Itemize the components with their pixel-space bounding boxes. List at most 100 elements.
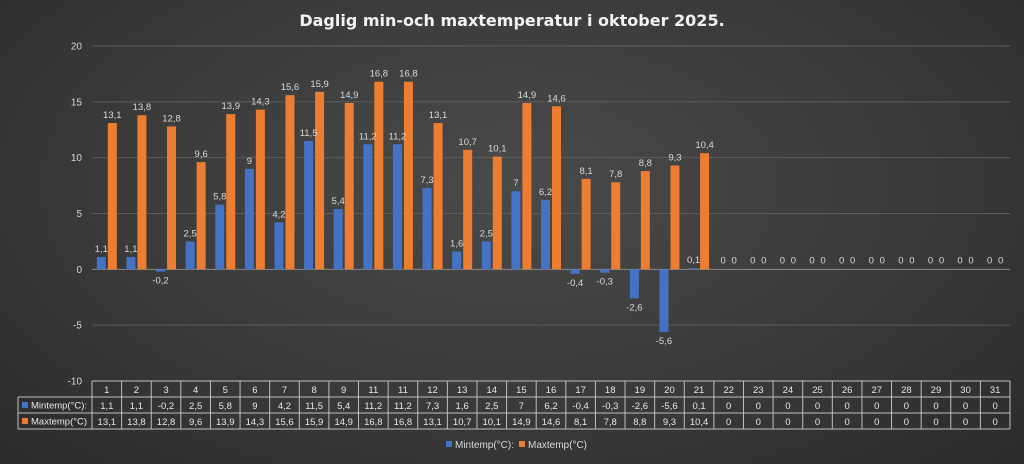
y-tick-label: 0 xyxy=(76,265,82,276)
min-temp-data-label: -0,4 xyxy=(567,278,583,289)
table-cell: 0 xyxy=(904,417,909,428)
max-temp-data-label: 16,8 xyxy=(370,69,389,80)
x-category-label: 4 xyxy=(193,385,198,396)
min-temp-bar xyxy=(511,191,521,270)
min-temp-bar xyxy=(541,200,550,270)
table-cell: 13,1 xyxy=(98,417,117,428)
min-temp-bar xyxy=(244,168,254,270)
x-category-label: 24 xyxy=(783,385,794,396)
x-category-label: 20 xyxy=(664,385,675,396)
min-temp-bar xyxy=(659,269,669,332)
min-temp-bar xyxy=(392,144,402,270)
table-cell: 14,3 xyxy=(246,417,265,428)
min-temp-bar xyxy=(363,144,373,270)
min-temp-data-label: 6,2 xyxy=(539,187,552,198)
table-cell: -0,2 xyxy=(158,401,174,412)
table-cell: 8,1 xyxy=(574,417,587,428)
table-row-header: Maxtemp(°C) xyxy=(31,417,87,428)
table-cell: -2,6 xyxy=(632,401,648,412)
max-temp-data-label: 0 xyxy=(850,255,855,266)
table-cell: 15,9 xyxy=(305,417,324,428)
min-temp-data-label: 0 xyxy=(928,255,933,266)
table-cell: 13,1 xyxy=(423,417,442,428)
x-category-label: 21 xyxy=(694,385,705,396)
chart-title: Daglig min-och maxtemperatur i oktober 2… xyxy=(299,11,724,30)
table-row-header: Mintemp(°C): xyxy=(31,401,87,412)
table-cell: 0 xyxy=(785,417,790,428)
table-cell: 0 xyxy=(904,401,909,412)
min-temp-data-label: 0,1 xyxy=(687,255,700,266)
table-cell: 7,8 xyxy=(604,417,617,428)
min-temp-bar xyxy=(96,257,106,270)
table-cell: 0 xyxy=(726,417,731,428)
min-temp-bar xyxy=(156,269,166,272)
min-temp-data-label: 11,5 xyxy=(300,128,318,139)
table-cell: 13,8 xyxy=(127,417,146,428)
x-category-label: 9 xyxy=(341,385,346,396)
y-tick-label: -5 xyxy=(73,321,82,332)
x-category-label: 16 xyxy=(546,385,557,396)
min-temp-bar xyxy=(600,269,610,273)
max-temp-data-label: 13,9 xyxy=(222,101,241,112)
table-cell: -0,3 xyxy=(602,401,618,412)
table-cell: 10,7 xyxy=(453,417,472,428)
y-tick-label: 5 xyxy=(76,209,82,220)
min-temp-data-label: 11,2 xyxy=(389,131,407,142)
max-temp-bar xyxy=(344,102,354,270)
x-category-label: 31 xyxy=(990,385,1001,396)
min-temp-data-label: 1,1 xyxy=(95,244,108,255)
x-category-label: 23 xyxy=(753,385,764,396)
table-cell: 0 xyxy=(844,401,849,412)
max-temp-data-label: 0 xyxy=(820,255,825,266)
max-temp-bar xyxy=(226,114,236,270)
min-temp-data-label: -2,6 xyxy=(626,302,642,313)
max-temp-bar xyxy=(552,106,561,270)
table-legend-key xyxy=(22,402,28,408)
max-temp-bar xyxy=(167,126,177,270)
max-temp-data-label: 10,4 xyxy=(695,140,714,151)
table-cell: 0 xyxy=(993,401,998,412)
max-temp-data-label: 0 xyxy=(909,255,914,266)
max-temp-bar xyxy=(374,81,384,270)
table-cell: 16,8 xyxy=(364,417,383,428)
max-temp-data-label: 10,1 xyxy=(488,144,507,155)
table-cell: 11,2 xyxy=(364,401,382,412)
table-cell: 5,4 xyxy=(337,401,350,412)
table-cell: 10,1 xyxy=(483,417,502,428)
max-temp-data-label: 15,6 xyxy=(281,82,300,93)
max-temp-data-label: 14,6 xyxy=(547,93,566,104)
table-cell: 0 xyxy=(933,401,938,412)
x-category-label: 8 xyxy=(311,385,316,396)
max-temp-bar xyxy=(670,165,680,270)
min-temp-data-label: 7,3 xyxy=(420,175,433,186)
table-cell: 0 xyxy=(815,401,820,412)
table-cell: 9,6 xyxy=(189,417,202,428)
table-cell: 7,3 xyxy=(426,401,439,412)
max-temp-data-label: 7,8 xyxy=(609,169,622,180)
table-cell: 9 xyxy=(252,401,257,412)
min-temp-data-label: 0 xyxy=(839,255,844,266)
data-table: 1 2 3 4 5 6 7 8 9 11 11 12 13 14 15 16 17 18 19 20 21 22 23 24 2… xyxy=(17,380,1011,430)
max-temp-data-label: 12,8 xyxy=(162,113,181,124)
table-cell: 0 xyxy=(785,401,790,412)
min-temp-bar xyxy=(422,187,432,270)
max-temp-bar xyxy=(433,123,443,270)
table-cell: 2,5 xyxy=(485,401,498,412)
min-temp-data-label: 5,8 xyxy=(213,192,226,203)
legend-swatch xyxy=(519,441,525,447)
x-category-label: 27 xyxy=(871,385,882,396)
table-cell: 0 xyxy=(874,417,879,428)
table-cell: 0 xyxy=(726,401,731,412)
min-temp-bar xyxy=(126,257,136,270)
table-cell: 8,8 xyxy=(633,417,646,428)
x-category-label: 22 xyxy=(723,385,734,396)
table-cell: 9,3 xyxy=(663,417,676,428)
table-cell: 12,8 xyxy=(157,417,176,428)
min-temp-data-label: 9 xyxy=(247,156,252,167)
x-category-label: 6 xyxy=(252,385,257,396)
x-category-label: 18 xyxy=(605,385,616,396)
max-temp-bar xyxy=(581,178,591,270)
max-temp-bar xyxy=(403,81,413,270)
table-cell: 6,2 xyxy=(544,401,557,412)
